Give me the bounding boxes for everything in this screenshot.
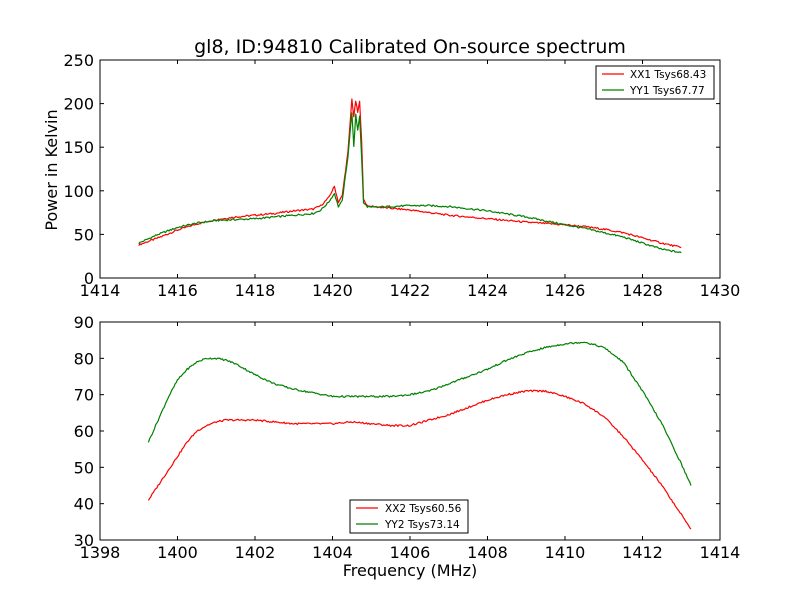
top-legend-label-xx1: XX1 Tsys68.43 xyxy=(630,69,706,81)
bottom-x-tick-label: 1398 xyxy=(80,543,121,562)
top-x-tick-label: 1428 xyxy=(622,281,663,300)
bottom-x-tick-label: 1404 xyxy=(312,543,353,562)
top-tick-group: 1414 1416 1418 1420 1422 1424 1426 1428 1430 0 50 1… xyxy=(63,51,740,300)
top-x-tick-label: 1420 xyxy=(312,281,353,300)
bottom-x-tick-label: 1400 xyxy=(157,543,198,562)
top-plot-frame xyxy=(99,59,721,279)
top-y-axis-label: Power in Kelvin xyxy=(42,109,61,230)
top-x-tick-label: 1424 xyxy=(467,281,508,300)
top-x-tick-label: 1422 xyxy=(390,281,431,300)
top-y-tick-label: 200 xyxy=(63,95,94,114)
bottom-x-tick-label: 1402 xyxy=(235,543,276,562)
top-chart-title: gl8, ID:94810 Calibrated On-source spect… xyxy=(194,36,626,58)
bottom-y-tick-label: 50 xyxy=(74,458,94,477)
bottom-x-axis-label: Frequency (MHz) xyxy=(343,561,477,580)
bottom-legend-box xyxy=(349,499,469,534)
bottom-panel: Frequency (MHz) 1398 1400 1402 1404 1406 1408… xyxy=(74,313,741,580)
bottom-series-line-2 xyxy=(147,341,692,486)
bottom-y-tick-label: 30 xyxy=(74,531,94,550)
bottom-series-group xyxy=(147,341,692,530)
top-legend: XX1 Tsys68.43 YY1 Tsys67.77 xyxy=(595,65,715,100)
bottom-legend-label-xx2: XX2 Tsys60.56 xyxy=(385,503,462,515)
top-series-line-1 xyxy=(138,98,682,249)
top-x-tick-label: 1416 xyxy=(157,281,198,300)
top-panel: gl8, ID:94810 Calibrated On-source spect… xyxy=(42,36,740,300)
bottom-x-tick-label: 1406 xyxy=(390,543,431,562)
bottom-y-tick-label: 70 xyxy=(74,386,94,405)
top-x-tick-label: 1418 xyxy=(235,281,276,300)
top-y-tick-label: 250 xyxy=(63,51,94,70)
top-y-tick-label: 150 xyxy=(63,138,94,157)
bottom-legend: XX2 Tsys60.56 YY2 Tsys73.14 xyxy=(349,499,469,534)
top-x-tick-label: 1426 xyxy=(545,281,586,300)
bottom-x-tick-label: 1414 xyxy=(700,543,741,562)
bottom-x-tick-label: 1410 xyxy=(545,543,586,562)
top-y-tick-label: 0 xyxy=(84,269,94,288)
top-y-tick-label: 50 xyxy=(74,225,94,244)
top-series-group xyxy=(138,98,682,254)
bottom-y-tick-label: 40 xyxy=(74,495,94,514)
top-y-tick-label: 100 xyxy=(63,182,94,201)
bottom-y-tick-label: 60 xyxy=(74,422,94,441)
bottom-series-line-1 xyxy=(147,389,692,530)
bottom-x-tick-label: 1408 xyxy=(467,543,508,562)
top-x-tick-label: 1430 xyxy=(700,281,741,300)
top-legend-box xyxy=(595,65,715,100)
bottom-y-tick-label: 90 xyxy=(74,313,94,332)
bottom-tick-group: 1398 1400 1402 1404 1406 1408 1410 1412 1414 30 40… xyxy=(74,313,741,562)
top-legend-label-yy1: YY1 Tsys67.77 xyxy=(629,85,705,97)
bottom-x-tick-label: 1412 xyxy=(622,543,663,562)
bottom-legend-label-yy2: YY2 Tsys73.14 xyxy=(384,519,460,531)
top-series-line-2 xyxy=(138,112,682,254)
top-x-tick-label: 1414 xyxy=(80,281,121,300)
bottom-y-tick-label: 80 xyxy=(74,349,94,368)
bottom-plot-frame xyxy=(99,321,721,541)
